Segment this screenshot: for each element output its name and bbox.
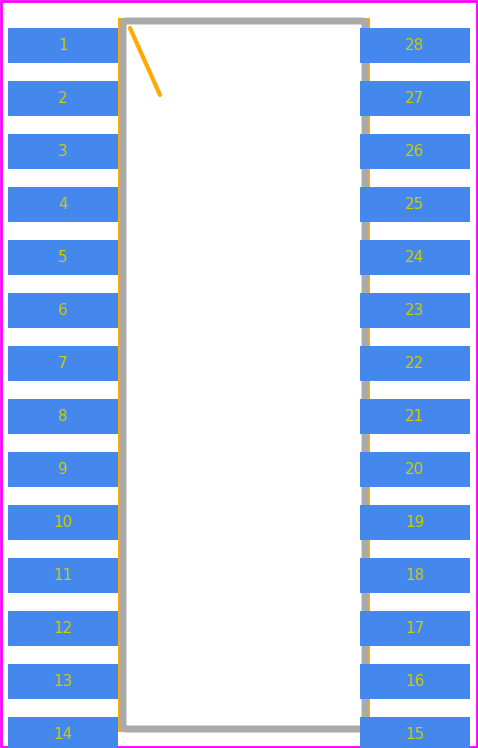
Text: 25: 25 [405, 197, 424, 212]
Bar [360, 611, 470, 646]
Bar [8, 81, 118, 116]
Text: 2: 2 [58, 91, 68, 106]
Text: 17: 17 [405, 621, 424, 636]
Bar [360, 187, 470, 222]
Bar [360, 293, 470, 328]
Text: 19: 19 [405, 515, 424, 530]
Bar [8, 399, 118, 434]
Text: 6: 6 [58, 303, 68, 318]
Bar [8, 664, 118, 699]
Bar [360, 28, 470, 63]
Bar [360, 664, 470, 699]
Bar [360, 558, 470, 593]
Bar [8, 293, 118, 328]
Text: 15: 15 [405, 727, 424, 742]
FancyBboxPatch shape [123, 21, 365, 729]
Bar [8, 187, 118, 222]
Text: 27: 27 [405, 91, 424, 106]
Bar [360, 81, 470, 116]
Bar [8, 134, 118, 169]
Text: 4: 4 [58, 197, 68, 212]
Bar [360, 717, 470, 748]
Text: 7: 7 [58, 356, 68, 371]
Bar [360, 134, 470, 169]
Text: 8: 8 [58, 409, 68, 424]
Text: 21: 21 [405, 409, 424, 424]
Bar [8, 28, 118, 63]
Text: 1: 1 [58, 38, 68, 53]
Text: 20: 20 [405, 462, 424, 477]
Text: 5: 5 [58, 250, 68, 265]
Bar [360, 346, 470, 381]
Text: 23: 23 [405, 303, 424, 318]
Bar [118, 18, 370, 732]
Bar [8, 452, 118, 487]
Bar [360, 452, 470, 487]
Text: 11: 11 [54, 568, 73, 583]
Bar [360, 505, 470, 540]
Text: 14: 14 [54, 727, 73, 742]
Bar [360, 399, 470, 434]
Text: 9: 9 [58, 462, 68, 477]
Bar [8, 558, 118, 593]
Text: 16: 16 [405, 674, 424, 689]
Bar [8, 505, 118, 540]
Text: 3: 3 [58, 144, 68, 159]
Bar [8, 240, 118, 275]
Bar [8, 717, 118, 748]
Text: 26: 26 [405, 144, 424, 159]
Bar [8, 346, 118, 381]
Text: 18: 18 [405, 568, 424, 583]
Text: 28: 28 [405, 38, 424, 53]
Text: 13: 13 [54, 674, 73, 689]
Text: 24: 24 [405, 250, 424, 265]
Text: 12: 12 [54, 621, 73, 636]
Bar [360, 240, 470, 275]
Text: 22: 22 [405, 356, 424, 371]
Text: 10: 10 [54, 515, 73, 530]
Bar [8, 611, 118, 646]
